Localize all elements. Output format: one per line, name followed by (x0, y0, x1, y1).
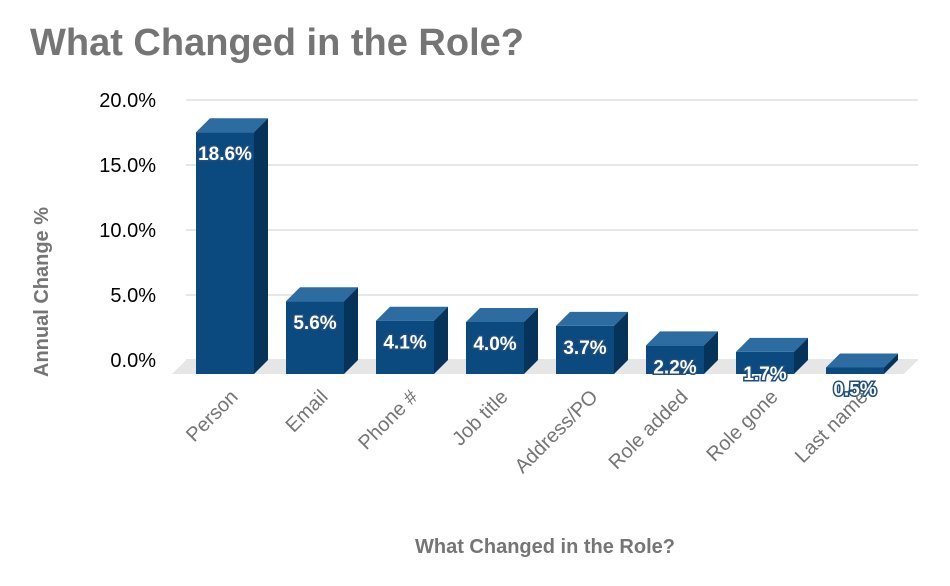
x-tick-label: Last name (791, 386, 873, 468)
data-labels: 18.6% 5.6% 4.1% 4.0% 3.7% 2.2% 1.7% 0.5% (197, 143, 879, 402)
data-label: 4.0% (473, 334, 516, 355)
y-tick-label: 0.0% (110, 350, 156, 372)
bar-top (376, 306, 448, 321)
bar (466, 308, 538, 374)
data-label: 3.7% (563, 338, 606, 359)
bar (286, 287, 358, 374)
y-axis-title: Annual Change % (31, 207, 53, 377)
x-tick-label: Address/PO (511, 386, 603, 478)
x-tick-label: Job title (448, 386, 512, 450)
data-label: 2.2% (653, 357, 696, 378)
bar (556, 311, 628, 374)
bar-front (466, 322, 524, 374)
bar-front (646, 345, 704, 374)
x-tick-label: Email (282, 386, 333, 437)
bar-side (434, 306, 448, 374)
bar-side (614, 311, 628, 374)
chart-floor (172, 360, 918, 374)
bar-side (254, 118, 268, 374)
x-axis-title: What Changed in the Role? (415, 536, 675, 558)
bar-front (286, 301, 344, 374)
bar-top (466, 308, 538, 322)
bar-front (736, 351, 794, 374)
bar (196, 118, 268, 374)
bar (736, 337, 808, 374)
y-axis-ticks: 0.0% 5.0% 10.0% 15.0% 20.0% (99, 90, 156, 372)
chart-title: What Changed in the Role? (30, 22, 524, 64)
x-tick-label: Role added (605, 386, 693, 474)
bar-top (556, 311, 628, 326)
y-tick-label: 5.0% (110, 285, 156, 307)
data-label: 1.7% (743, 364, 786, 385)
bar-top (736, 337, 808, 352)
bars (196, 118, 898, 374)
x-tick-label: Role gone (702, 386, 782, 466)
bar-side (344, 287, 358, 374)
bar (376, 306, 448, 374)
bar-side (524, 308, 538, 374)
bar-top (286, 287, 358, 302)
bar-front (376, 320, 434, 374)
y-tick-label: 20.0% (99, 90, 156, 112)
bar (646, 331, 718, 374)
x-tick-label: Phone # (354, 385, 423, 454)
bar-front (196, 132, 254, 374)
bar-side (704, 331, 718, 374)
x-tick-label: Person (182, 386, 242, 446)
data-label: 4.1% (383, 333, 426, 354)
bar-side (884, 353, 898, 374)
bar-front (556, 325, 614, 374)
data-label: 5.6% (293, 313, 336, 334)
bar (826, 353, 898, 374)
bar-top (646, 331, 718, 346)
bar-front (826, 367, 884, 374)
y-tick-label: 10.0% (99, 220, 156, 242)
data-label: 18.6% (198, 144, 252, 165)
floor-plane (172, 360, 918, 374)
y-tick-label: 15.0% (99, 155, 156, 177)
data-label: 0.5% (833, 380, 876, 401)
bar-side (794, 337, 808, 374)
bar-top (826, 353, 898, 368)
bar-top (196, 118, 268, 133)
